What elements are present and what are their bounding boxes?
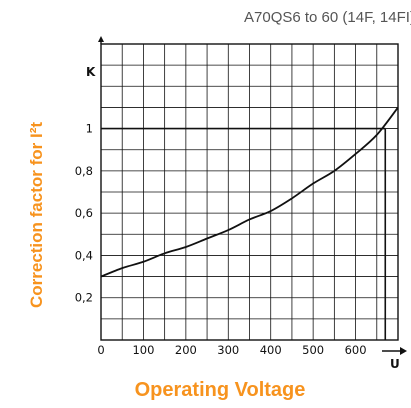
y-tick-label: 0,2 <box>75 291 93 305</box>
y-tick-label: 1 <box>86 122 93 136</box>
y-tick-label: 0,4 <box>75 248 93 262</box>
plot-frame <box>100 43 399 341</box>
y-tick-label: 0,6 <box>75 206 93 220</box>
x-tick-label: 400 <box>260 343 282 357</box>
x-tick-label: 100 <box>132 343 154 357</box>
x-axis-title: Operating Voltage <box>135 379 306 401</box>
axes: KU <box>86 36 407 371</box>
x-axis-symbol: U <box>390 357 400 371</box>
x-tick-label: 200 <box>175 343 197 357</box>
x-tick-label: 500 <box>302 343 324 357</box>
y-tick-label: 0,8 <box>75 164 93 178</box>
grid <box>101 44 398 340</box>
x-tick-label: 0 <box>97 343 104 357</box>
tick-labels: 0 100 200 300 400 500 600 0,2 0,4 0,6 0,8 1 <box>75 122 367 357</box>
x-tick-label: 300 <box>217 343 239 357</box>
y-axis-symbol: K <box>86 65 96 79</box>
series-layer <box>100 106 399 340</box>
x-tick-label: 600 <box>345 343 367 357</box>
series-line <box>100 106 399 278</box>
y-axis-arrow-head <box>98 36 104 42</box>
x-axis-arrow-head <box>400 347 407 355</box>
y-axis-title: Correction factor for I²t <box>27 122 46 308</box>
chart-title: A70QS6 to 60 (14F, 14FI) <box>244 9 411 26</box>
